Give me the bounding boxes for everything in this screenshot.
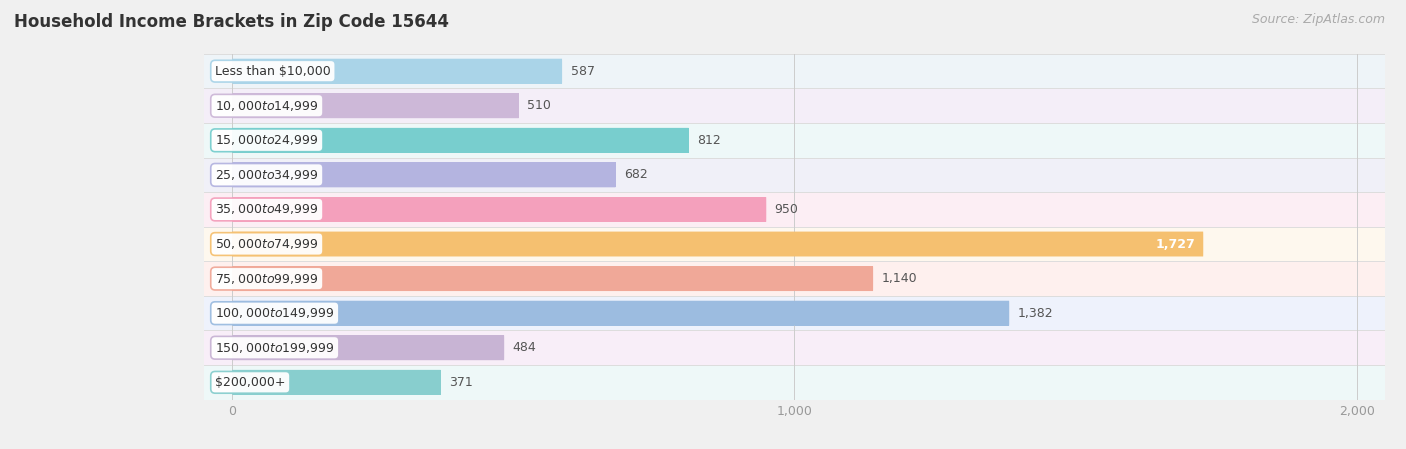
Bar [204,88,1385,123]
Bar [204,227,1385,261]
Text: $50,000 to $74,999: $50,000 to $74,999 [215,237,319,251]
Bar [204,330,1385,365]
Text: Less than $10,000: Less than $10,000 [215,65,330,78]
Text: $100,000 to $149,999: $100,000 to $149,999 [215,306,335,320]
Bar [204,123,1385,158]
Text: 510: 510 [527,99,551,112]
Bar [204,192,1385,227]
Text: 812: 812 [697,134,721,147]
FancyBboxPatch shape [232,163,616,187]
Bar [204,54,1385,88]
Text: 950: 950 [775,203,799,216]
Bar [204,296,1385,330]
Bar [232,163,616,187]
Bar [204,261,1385,296]
Bar [232,266,873,291]
Text: 682: 682 [624,168,648,181]
Bar [232,232,1204,256]
Text: $150,000 to $199,999: $150,000 to $199,999 [215,341,335,355]
Bar [232,59,562,84]
Bar [232,197,766,222]
Text: Source: ZipAtlas.com: Source: ZipAtlas.com [1251,13,1385,26]
FancyBboxPatch shape [232,128,689,153]
FancyBboxPatch shape [232,266,873,291]
Text: $25,000 to $34,999: $25,000 to $34,999 [215,168,319,182]
FancyBboxPatch shape [232,197,766,222]
Text: $10,000 to $14,999: $10,000 to $14,999 [215,99,319,113]
FancyBboxPatch shape [232,301,1010,326]
FancyBboxPatch shape [232,59,562,84]
Text: 1,140: 1,140 [882,272,917,285]
Text: 484: 484 [513,341,536,354]
Bar [232,93,519,118]
Bar [204,365,1385,400]
FancyBboxPatch shape [232,370,440,395]
Text: 587: 587 [571,65,595,78]
Text: 1,382: 1,382 [1018,307,1053,320]
Text: $200,000+: $200,000+ [215,376,285,389]
Bar [232,301,1010,326]
Text: 371: 371 [449,376,472,389]
Bar [232,128,689,153]
FancyBboxPatch shape [232,93,519,118]
FancyBboxPatch shape [232,335,505,360]
Text: $15,000 to $24,999: $15,000 to $24,999 [215,133,319,147]
Text: 1,727: 1,727 [1156,238,1195,251]
Bar [204,158,1385,192]
Bar [232,335,505,360]
Text: $75,000 to $99,999: $75,000 to $99,999 [215,272,319,286]
Bar [232,370,440,395]
Text: Household Income Brackets in Zip Code 15644: Household Income Brackets in Zip Code 15… [14,13,449,31]
FancyBboxPatch shape [232,232,1204,256]
Text: $35,000 to $49,999: $35,000 to $49,999 [215,202,319,216]
